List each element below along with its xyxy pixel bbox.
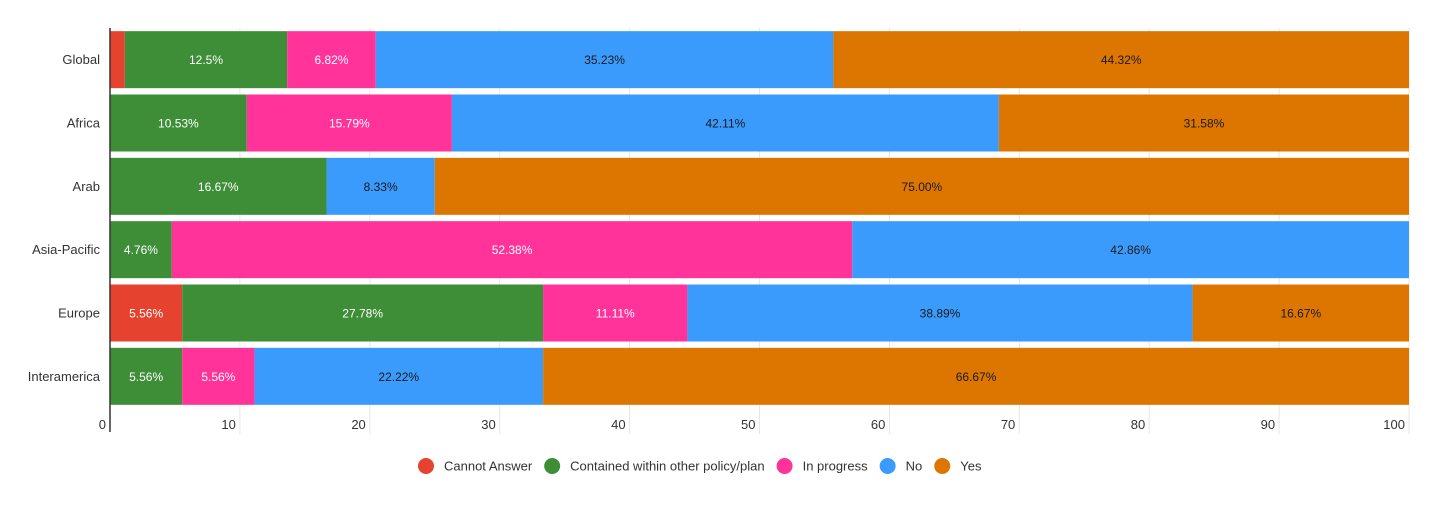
legend-label: Yes xyxy=(960,459,982,474)
legend-item[interactable]: In progress xyxy=(776,458,869,474)
bar-segment[interactable] xyxy=(326,157,435,215)
bar-segment[interactable] xyxy=(543,347,1409,405)
legend-item[interactable]: Yes xyxy=(934,458,982,474)
bar-segment[interactable] xyxy=(375,31,834,89)
legend-swatch xyxy=(544,458,561,474)
bar-segment[interactable] xyxy=(287,31,376,89)
x-tick-label: 40 xyxy=(611,417,625,432)
legend-item[interactable]: No xyxy=(879,458,923,474)
bar-segment[interactable] xyxy=(182,347,255,405)
category-label: Asia-Pacific xyxy=(32,242,100,257)
data-label: 44.32% xyxy=(1101,53,1142,67)
legend-item[interactable]: Contained within other policy/plan xyxy=(544,458,765,474)
data-label: 16.67% xyxy=(1280,307,1321,321)
category-label: Global xyxy=(62,52,100,67)
x-tick-label: 20 xyxy=(351,417,365,432)
bar-segment[interactable] xyxy=(1192,284,1409,342)
data-label: 6.82% xyxy=(314,53,348,67)
bar-segment[interactable] xyxy=(171,221,853,279)
category-label: Interamerica xyxy=(28,369,101,384)
data-label: 42.86% xyxy=(1110,243,1151,257)
data-label: 10.53% xyxy=(158,117,199,131)
x-tick-label: 60 xyxy=(871,417,885,432)
legend-label: Contained within other policy/plan xyxy=(570,459,764,474)
x-tick-label: 30 xyxy=(481,417,495,432)
data-label: 52.38% xyxy=(492,243,533,257)
x-tick-label: 100 xyxy=(1383,417,1405,432)
bar-segment[interactable] xyxy=(124,31,288,89)
bar-segment[interactable] xyxy=(434,157,1409,215)
data-label: 5.56% xyxy=(201,370,235,384)
bar-segment[interactable] xyxy=(246,94,452,152)
category-label: Europe xyxy=(58,306,100,321)
bar-segment[interactable] xyxy=(543,284,688,342)
legend-label: Cannot Answer xyxy=(444,459,533,474)
data-label: 38.89% xyxy=(920,307,961,321)
data-label: 42.11% xyxy=(705,117,745,131)
legend-swatch xyxy=(776,458,793,474)
bar-segment[interactable] xyxy=(110,284,183,342)
bar-segment[interactable] xyxy=(110,94,247,152)
bars: 12.5% 6.82% 35.23% 44.32% 10.53% 15.79% 42.11%… xyxy=(110,31,1409,405)
bar-segment[interactable] xyxy=(833,31,1409,89)
legend-label: In progress xyxy=(803,459,869,474)
category-label: Arab xyxy=(73,179,100,194)
data-label: 16.67% xyxy=(198,180,239,194)
legend-item[interactable]: Cannot Answer xyxy=(418,458,533,474)
bar-segment[interactable] xyxy=(110,31,125,89)
bar-segment[interactable] xyxy=(110,347,183,405)
data-label: 66.67% xyxy=(956,370,997,384)
bar-segment[interactable] xyxy=(254,347,544,405)
x-tick-label: 0 xyxy=(99,417,106,432)
data-label: 5.56% xyxy=(129,370,163,384)
bar-segment[interactable] xyxy=(998,94,1409,152)
data-label: 12.5% xyxy=(189,53,223,67)
data-label: 5.56% xyxy=(129,307,163,321)
x-axis-ticks: 0 10 20 30 40 50 60 70 80 90 100 xyxy=(99,417,1405,432)
data-label: 27.78% xyxy=(342,307,383,321)
legend-swatch xyxy=(418,458,434,474)
x-tick-label: 90 xyxy=(1261,417,1275,432)
bar-segment[interactable] xyxy=(110,221,172,279)
bar-segment[interactable] xyxy=(110,157,327,215)
legend[interactable]: Cannot Answer Contained within other poli… xyxy=(418,458,982,474)
bar-segment[interactable] xyxy=(852,221,1409,279)
legend-label: No xyxy=(906,459,923,474)
category-labels: Global Africa Arab Asia-Pacific Europe Intera… xyxy=(28,52,101,384)
data-label: 35.23% xyxy=(584,53,625,67)
legend-swatch xyxy=(934,458,951,474)
x-tick-label: 80 xyxy=(1131,417,1145,432)
x-tick-label: 70 xyxy=(1001,417,1015,432)
legend-swatch xyxy=(879,458,896,474)
category-label: Africa xyxy=(67,116,101,131)
data-label: 4.76% xyxy=(124,243,158,257)
x-tick-label: 50 xyxy=(741,417,755,432)
data-label: 22.22% xyxy=(378,370,419,384)
data-label: 75.00% xyxy=(902,180,943,194)
data-label: 8.33% xyxy=(364,180,398,194)
data-label: 15.79% xyxy=(329,117,370,131)
bar-segment[interactable] xyxy=(182,284,544,342)
bar-segment[interactable] xyxy=(687,284,1193,342)
data-label: 11.11% xyxy=(596,307,635,321)
x-tick-label: 10 xyxy=(221,417,235,432)
bar-segment[interactable] xyxy=(451,94,999,152)
data-label: 31.58% xyxy=(1184,117,1225,131)
